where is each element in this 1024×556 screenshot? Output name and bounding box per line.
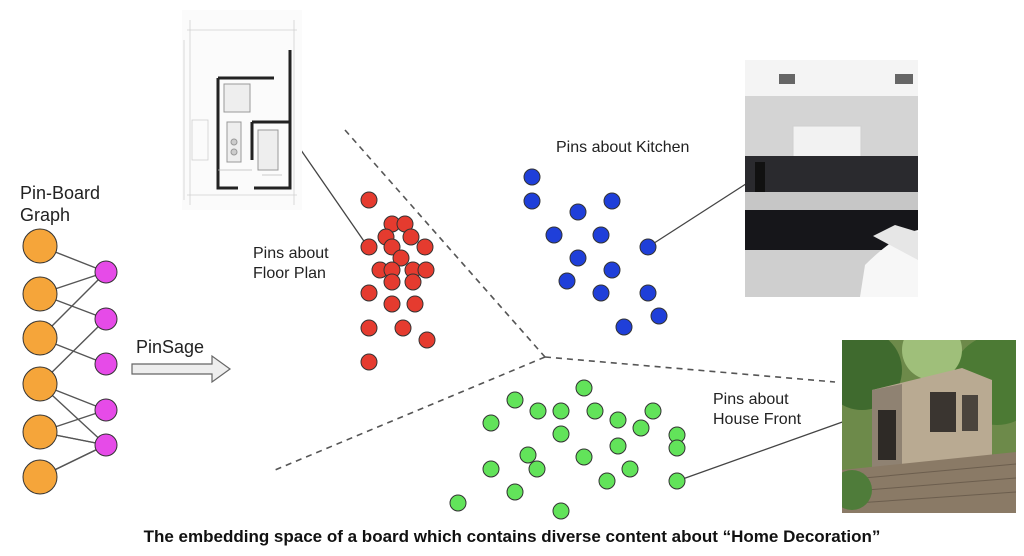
kitchen-pin	[592, 284, 610, 302]
floor-plan-pin	[383, 273, 401, 291]
kitchen-image	[745, 60, 918, 297]
house-front-cluster-label: Pins about House Front	[713, 391, 802, 428]
arrow-shape	[131, 354, 232, 384]
house-front-pin	[621, 460, 639, 478]
house-front-pin	[449, 494, 467, 512]
house-front-pin	[552, 502, 570, 520]
floor-plan-cluster	[360, 191, 436, 371]
pin-node	[22, 276, 58, 312]
floor-plan-pin	[394, 319, 412, 337]
connector-lines	[293, 139, 849, 482]
board-node	[94, 398, 118, 422]
floor-plan-cluster-label: Pins about Floor Plan	[253, 245, 329, 282]
floor-plan-pin	[383, 238, 401, 256]
floor-plan-pin	[418, 331, 436, 349]
house-front-pin	[668, 472, 686, 490]
figure-caption: The embedding space of a board which con…	[143, 527, 881, 546]
house-front-pin	[668, 439, 686, 457]
pinsage-label: PinSage	[136, 337, 205, 357]
board-node	[94, 260, 118, 284]
house-front-pin	[482, 460, 500, 478]
pin-node	[22, 414, 58, 450]
connector-kitchen	[647, 179, 753, 248]
graph-nodes	[22, 228, 118, 495]
kitchen-pin	[545, 226, 563, 244]
house-front-pin	[482, 414, 500, 432]
floor-plan-pin	[416, 238, 434, 256]
house-front-pin	[586, 402, 604, 420]
kitchen-pin	[650, 307, 668, 325]
floor-plan-pin	[383, 295, 401, 313]
house-front-pin	[528, 460, 546, 478]
kitchen-pin	[639, 238, 657, 256]
floor-plan-pin	[360, 353, 378, 371]
board-node	[94, 352, 118, 376]
house-front-pin	[519, 446, 537, 464]
floor-plan-pin	[360, 284, 378, 302]
floor-plan-pin	[406, 295, 424, 313]
connector-house-front	[676, 419, 849, 482]
kitchen-pin	[603, 192, 621, 210]
kitchen-pin	[603, 261, 621, 279]
house-front-pin	[609, 437, 627, 455]
kitchen-pin	[615, 318, 633, 336]
house-front-pin	[575, 448, 593, 466]
separator-line-bottom	[274, 356, 546, 471]
house-front-pin	[552, 425, 570, 443]
house-front-image	[842, 340, 1016, 513]
kitchen-pin	[639, 284, 657, 302]
separator-line-right	[544, 356, 836, 383]
house-front-cluster	[449, 379, 686, 520]
pin-node	[22, 228, 58, 264]
kitchen-pin	[592, 226, 610, 244]
floor-plan-pin	[360, 319, 378, 337]
house-front-pin	[506, 391, 524, 409]
kitchen-pin	[569, 203, 587, 221]
kitchen-pin	[569, 249, 587, 267]
pin-node	[22, 459, 58, 495]
floor-plan-pin	[402, 228, 420, 246]
kitchen-pin	[523, 168, 541, 186]
kitchen-pin	[558, 272, 576, 290]
kitchen-cluster	[523, 168, 668, 336]
pinsage-arrow	[131, 354, 232, 384]
kitchen-cluster-label: Pins about Kitchen	[556, 139, 690, 156]
floor-plan-pin	[392, 249, 410, 267]
separator-lines	[274, 129, 836, 471]
house-front-pin	[598, 472, 616, 490]
kitchen-pin	[523, 192, 541, 210]
floor-plan-pin	[404, 273, 422, 291]
house-front-pin	[575, 379, 593, 397]
floor-plan-pin	[360, 238, 378, 256]
house-front-pin	[529, 402, 547, 420]
floor-plan-pin	[360, 191, 378, 209]
board-node	[94, 433, 118, 457]
house-front-pin	[506, 483, 524, 501]
floor-plan-image	[182, 10, 302, 210]
house-front-pin	[632, 419, 650, 437]
house-front-pin	[609, 411, 627, 429]
pin-node	[22, 366, 58, 402]
house-front-pin	[644, 402, 662, 420]
connector-floor-plan	[293, 139, 369, 248]
graph-title: Pin-Board Graph	[20, 183, 101, 225]
house-front-pin	[552, 402, 570, 420]
floor-plan-pin	[417, 261, 435, 279]
board-node	[94, 307, 118, 331]
pin-node	[22, 320, 58, 356]
